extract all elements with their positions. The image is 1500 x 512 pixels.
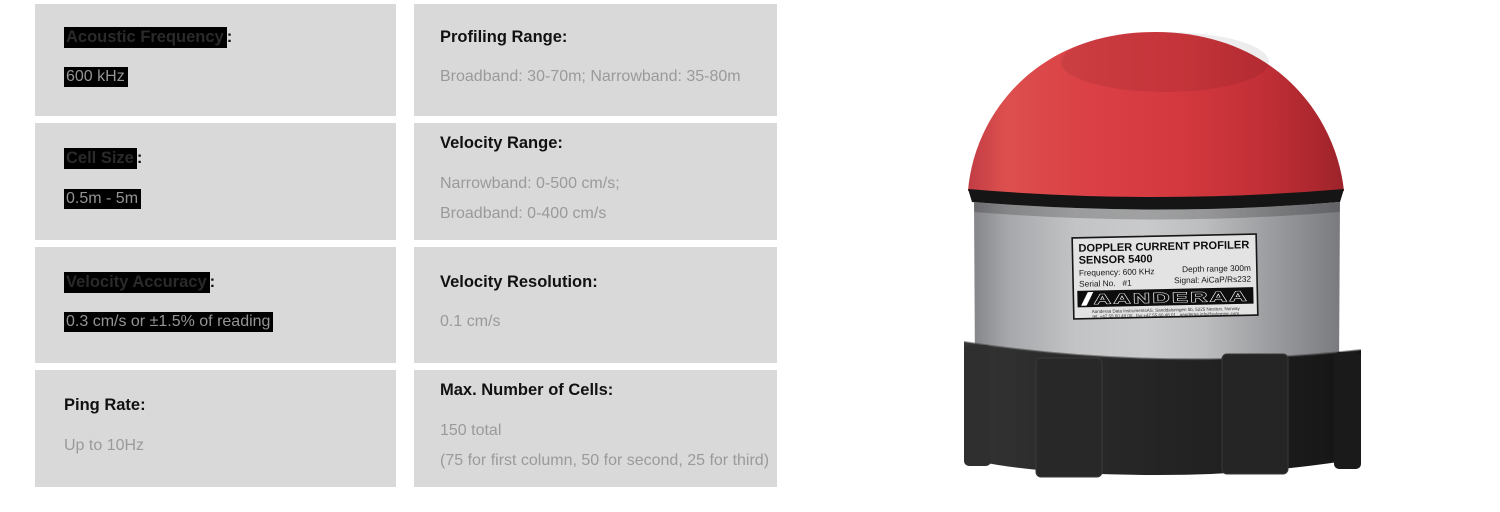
spec-label: Profiling Range:	[440, 28, 775, 48]
label-colon: :	[557, 134, 563, 153]
brand-logo-slash-icon	[1081, 292, 1094, 306]
label-colon: :	[136, 149, 143, 168]
spec-value: 0.1 cm/s	[440, 312, 775, 332]
base-lug-left-edge	[964, 345, 991, 466]
spec-label: Cell Size:	[64, 148, 394, 170]
product-label: DOPPLER CURRENT PROFILER SENSOR 5400 Fre…	[1071, 233, 1259, 320]
highlighted-label-text: Velocity Accuracy	[64, 271, 210, 293]
highlighted-value-text: 0.5m - 5m	[64, 188, 142, 209]
sensor-base-ring	[964, 342, 1361, 475]
spec-value: (75 for first column, 50 for second, 25 …	[440, 451, 775, 471]
dome-top-facet	[1061, 32, 1269, 92]
highlighted-label-text: Cell Size	[64, 148, 137, 170]
highlighted-value-text: 0.3 cm/s or ±1.5% of reading	[64, 312, 274, 333]
label-contact: tel: +47 55 60 48 00 fax:+47 55 60 48 01…	[1092, 311, 1239, 319]
label-title-line1: DOPPLER CURRENT PROFILER	[1078, 239, 1249, 255]
label-colon: :	[140, 396, 146, 415]
value-text: (75 for first column, 50 for second, 25 …	[440, 451, 770, 469]
base-top-rim-highlight	[963, 341, 1362, 361]
brand-logo-bar	[1077, 287, 1254, 308]
sensor-illustration: DOPPLER CURRENT PROFILER SENSOR 5400 Fre…	[963, 32, 1362, 478]
spec-card-max-number-of-cells: Max. Number of Cells: 150 total (75 for …	[414, 370, 777, 487]
spec-card-velocity-accuracy: Velocity Accuracy: 0.3 cm/s or ±1.5% of …	[35, 247, 396, 363]
product-image-doppler-sensor: DOPPLER CURRENT PROFILER SENSOR 5400 Fre…	[933, 20, 1373, 490]
label-colon: :	[226, 27, 233, 46]
spec-label: Acoustic Frequency:	[64, 26, 394, 48]
spec-label: Velocity Resolution:	[440, 273, 775, 293]
label-signal: Signal: AiCaP/Rs232	[1174, 274, 1252, 286]
spec-value: 600 kHz	[64, 67, 394, 88]
value-text: Broadband: 30-70m; Narrowband: 35-80m	[440, 68, 741, 86]
base-lug-center	[1221, 353, 1289, 475]
sensor-black-ring	[968, 189, 1344, 210]
value-text: 150 total	[440, 421, 502, 439]
label-text: Max. Number of Cells	[440, 381, 608, 400]
spec-value: 0.5m - 5m	[64, 188, 394, 209]
label-text: Velocity Resolution	[440, 272, 593, 291]
spec-value: 150 total	[440, 421, 775, 441]
body-top-shadow	[974, 202, 1340, 220]
sensor-dome-cap	[968, 32, 1344, 199]
label-colon: :	[592, 272, 598, 291]
label-colon: :	[209, 272, 216, 291]
label-text: Ping Rate	[64, 396, 141, 415]
spec-card-ping-rate: Ping Rate: Up to 10Hz	[35, 370, 396, 487]
label-text: Profiling Range	[440, 27, 562, 46]
label-frequency: Frequency: 600 KHz	[1079, 266, 1155, 278]
spec-card-velocity-range: Velocity Range: Narrowband: 0-500 cm/s; …	[414, 123, 777, 240]
value-text: 0.1 cm/s	[440, 313, 501, 331]
label-colon: :	[607, 381, 614, 400]
base-lug-right-edge	[1334, 352, 1361, 469]
spec-value: Narrowband: 0-500 cm/s;	[440, 174, 775, 194]
spec-value: 0.3 cm/s or ±1.5% of reading	[64, 312, 394, 333]
spec-value: Broadband: 30-70m; Narrowband: 35-80m	[440, 67, 775, 87]
label-depth-range: Depth range 300m	[1182, 263, 1251, 274]
label-text: Velocity Range	[440, 134, 558, 153]
base-lug-left	[1035, 357, 1103, 478]
label-title-line2: SENSOR 5400	[1079, 253, 1153, 267]
highlighted-label-text: Acoustic Frequency	[64, 26, 227, 48]
highlighted-value-text: 600 kHz	[64, 67, 128, 88]
spec-card-velocity-resolution: Velocity Resolution: 0.1 cm/s	[414, 247, 777, 363]
value-text: Up to 10Hz	[64, 436, 145, 454]
spec-card-cell-size: Cell Size: 0.5m - 5m	[35, 123, 396, 240]
label-serial: Serial No. #1	[1079, 278, 1132, 289]
spec-card-acoustic-frequency: Acoustic Frequency: 600 kHz	[35, 4, 396, 116]
spec-label: Max. Number of Cells:	[440, 381, 775, 401]
spec-card-profiling-range: Profiling Range: Broadband: 30-70m; Narr…	[414, 4, 777, 116]
spec-label: Velocity Accuracy:	[64, 271, 394, 293]
brand-logo-text: AANDERAA	[1094, 288, 1249, 307]
label-colon: :	[561, 27, 568, 46]
spec-value: Up to 10Hz	[64, 436, 394, 456]
spec-value: Broadband: 0-400 cm/s	[440, 204, 775, 224]
value-text: Broadband: 0-400 cm/s	[440, 204, 607, 222]
spec-label: Velocity Range:	[440, 134, 775, 154]
spec-label: Ping Rate:	[64, 396, 394, 416]
value-text: Narrowband: 0-500 cm/s;	[440, 174, 620, 192]
label-address: Aanderaa Data InstrumentsAS, Sanddalsrin…	[1092, 306, 1241, 314]
